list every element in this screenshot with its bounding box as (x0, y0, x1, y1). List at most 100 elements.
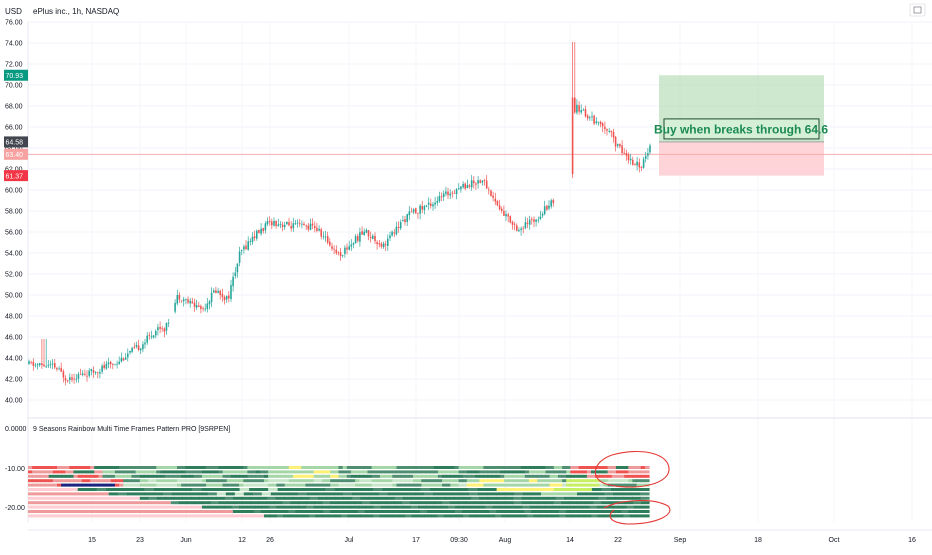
rainbow-segment (596, 505, 605, 509)
indicator-title[interactable]: 9 Seasons Rainbow Multi Time Frames Patt… (33, 426, 230, 433)
candle-body (77, 374, 80, 379)
rainbow-segment (495, 479, 501, 483)
rainbow-segment (343, 496, 353, 500)
rainbow-segment (163, 488, 174, 491)
rainbow-segment (336, 505, 345, 509)
candle-body (232, 276, 234, 287)
rainbow-segment (139, 470, 145, 474)
rainbow-segment (437, 483, 443, 487)
rainbow-segment (604, 492, 614, 496)
rainbow-segment (106, 483, 112, 487)
rainbow-segment (32, 479, 37, 483)
time-tick-label: Oct (829, 537, 840, 544)
rainbow-segment (475, 479, 480, 483)
rainbow-segment (144, 488, 155, 491)
rainbow-segment (363, 470, 368, 474)
rainbow-segment (210, 483, 215, 487)
rainbow-segment (222, 474, 228, 478)
rainbow-segment (189, 474, 195, 478)
rainbow-segment (550, 492, 560, 496)
rainbow-segment (624, 466, 629, 469)
rainbow-segment (81, 479, 87, 483)
rainbow-segment (143, 466, 149, 469)
rainbow-segment (102, 474, 108, 478)
rainbow-segment (429, 474, 435, 478)
rainbow-segment (297, 466, 302, 469)
rainbow-segment (545, 470, 551, 474)
rainbow-segment (302, 514, 310, 518)
rainbow-segment (546, 514, 554, 518)
rainbow-segment (148, 496, 158, 500)
rainbow-segment (28, 492, 109, 496)
rainbow-segment (52, 470, 58, 474)
rainbow-segment (504, 492, 515, 496)
candle-body (303, 223, 305, 225)
rainbow-segment (557, 479, 563, 483)
rainbow-segment (152, 483, 157, 487)
rainbow-segment (529, 505, 538, 509)
buy-annotation[interactable]: Buy when breaks through 64.6 (654, 118, 828, 140)
rainbow-segment (106, 474, 112, 478)
rainbow-segment (335, 496, 345, 500)
currency-label[interactable] (4, 5, 22, 17)
rainbow-segment (512, 474, 518, 478)
rainbow-segment (264, 479, 269, 483)
rainbow-segment (77, 466, 83, 469)
candle-body (271, 221, 273, 226)
rainbow-segment (218, 483, 224, 487)
rainbow-segment (507, 514, 515, 518)
candle-body (81, 373, 84, 375)
indicator-settings-button[interactable] (909, 3, 926, 17)
candle-body (535, 219, 537, 222)
rainbow-segment (572, 496, 582, 500)
rainbow-segment (309, 496, 319, 500)
rainbow-segment (537, 483, 542, 487)
rainbow-segment (292, 496, 302, 500)
rainbow-segment (44, 479, 50, 483)
candle-body (378, 243, 381, 245)
rainbow-segment (276, 479, 282, 483)
rainbow-segment (264, 474, 269, 478)
candle-body (451, 192, 454, 194)
rainbow-segment (437, 470, 443, 474)
rainbow-segment (313, 474, 319, 478)
candle-body (348, 246, 350, 250)
rainbow-segment (471, 479, 476, 483)
rainbow-segment (639, 488, 650, 491)
rainbow-segment (293, 483, 298, 487)
rainbow-segment (306, 501, 315, 505)
rainbow-segment (379, 466, 385, 469)
candle-body (479, 180, 481, 183)
rainbow-segment (400, 470, 406, 474)
rainbow-segment (364, 510, 373, 513)
rainbow-segment (251, 466, 257, 469)
rainbow-segment (338, 483, 344, 487)
rainbow-segment (242, 501, 252, 505)
rainbow-segment (338, 466, 344, 469)
rainbow-segment (106, 470, 112, 474)
candle-body (294, 223, 297, 225)
rainbow-segment (123, 483, 128, 487)
rainbow-segment (486, 492, 497, 496)
rainbow-segment (410, 488, 421, 491)
rainbow-segment (243, 466, 248, 469)
rainbow-segment (404, 474, 410, 478)
candle-body (490, 190, 492, 197)
candle-body (496, 201, 499, 206)
rainbow-segment (32, 483, 37, 487)
rainbow-segment (297, 492, 308, 496)
rainbow-segment (254, 505, 263, 509)
rainbow-segment (371, 510, 380, 513)
rainbow-segment (524, 470, 530, 474)
rainbow-segment (551, 510, 560, 513)
rainbow-segment (496, 488, 507, 491)
rainbow-segment (239, 479, 244, 483)
rainbow-segment (180, 492, 191, 496)
rainbow-segment (559, 505, 568, 509)
rainbow-segment (351, 492, 362, 496)
candle-body (406, 214, 408, 222)
rainbow-segment (586, 470, 592, 474)
candle-body (357, 236, 359, 241)
rainbow-segment (44, 466, 50, 469)
rainbow-segment (417, 470, 422, 474)
